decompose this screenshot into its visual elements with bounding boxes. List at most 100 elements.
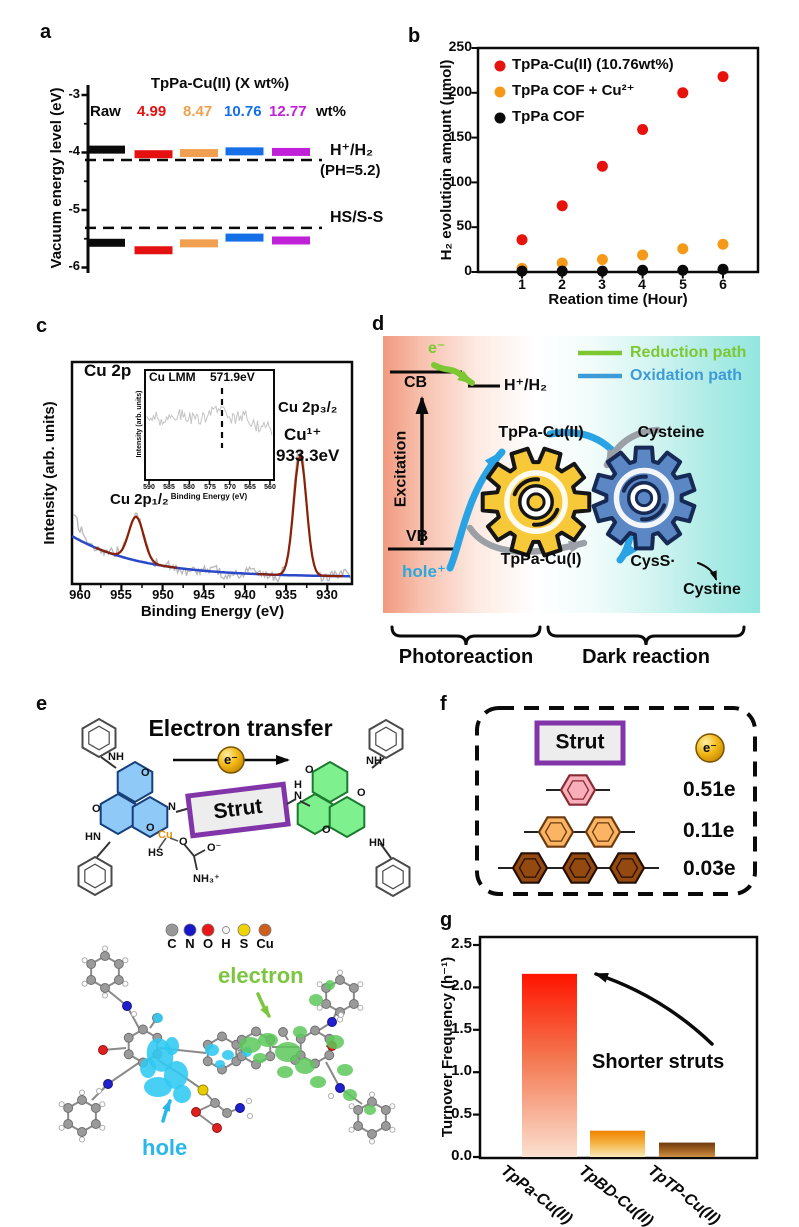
panel-b-xtick: 4	[638, 276, 646, 292]
panel-b-xtick: 1	[518, 276, 526, 292]
panel-c-xtick: 950	[152, 587, 174, 602]
panel-b-xlabel: Reation time (Hour)	[548, 291, 688, 308]
panel-a-refline-label: H⁺/H₂	[330, 142, 374, 159]
panel-c-xtick: 955	[110, 587, 132, 602]
atom-legend-symbol: N	[185, 936, 195, 951]
panel-b-letter: b	[408, 25, 421, 47]
panel-d-excitation-label: Excitation	[392, 430, 410, 508]
panel-f-letter: f	[440, 693, 447, 715]
atom-legend-symbol: C	[167, 936, 177, 951]
panel-c-inset-ylabel: Intensity (arb. units)	[136, 390, 144, 458]
panel-a-series-label: 4.99	[137, 103, 167, 120]
hole-isosurface	[205, 1044, 219, 1056]
molecule-atom-label: O	[146, 822, 155, 834]
panel-b-ytick: 0	[464, 262, 472, 278]
panel-b-legend-label: TpPa-Cu(II) (10.76wt%)	[512, 56, 674, 73]
panel-d-letter: d	[372, 313, 385, 335]
panel-c-peak2-energy: 933.3eV	[276, 446, 340, 465]
panel-c-peak1-label: Cu 2p₁/₂	[110, 491, 169, 508]
panel-a-series-label: 12.77	[269, 103, 307, 120]
electron-isosurface	[309, 994, 323, 1006]
panel-d-hole-label: hole⁺	[402, 562, 446, 581]
panel-e-electron-ball-label: e⁻	[223, 751, 239, 767]
panel-a-letter: a	[40, 21, 52, 43]
panel-a-ytick: -3	[68, 86, 80, 101]
molecule-atom-label: NH	[366, 755, 382, 767]
panel-c-xlabel: Binding Energy (eV)	[140, 603, 285, 620]
charge-transfer-value: 0.11e	[683, 819, 735, 842]
panel-b-legend-label: TpPa COF	[512, 108, 585, 125]
panel-d-product-label: Cystine	[683, 581, 741, 598]
strut-ring	[561, 852, 599, 884]
molecule-atom-label: H	[294, 779, 302, 791]
molecule-atom-label: HN	[369, 837, 385, 849]
panel-b-xtick: 2	[558, 276, 566, 292]
electron-isosurface	[326, 1035, 344, 1049]
panel-f-electron-ball-label: e⁻	[702, 739, 718, 755]
electron-isosurface	[295, 1058, 315, 1074]
panel-d-cb-label: CB	[404, 374, 428, 391]
molecule-atom-label: O	[141, 767, 150, 779]
panel-d-h2-level-label: H⁺/H₂	[504, 377, 548, 394]
panel-b-ytick: 150	[448, 128, 472, 144]
charge-transfer-value: 0.51e	[683, 778, 736, 801]
panel-b-ytick: 250	[448, 38, 472, 54]
hole-isosurface	[153, 1013, 163, 1023]
panel-a-ytick: -5	[68, 201, 80, 216]
electron-isosurface	[364, 1105, 376, 1115]
panel-a-refline-label: HS/S-S	[330, 209, 384, 226]
panel-a-series-label: 10.76	[224, 103, 262, 120]
hole-isosurface	[165, 1037, 179, 1055]
panel-d-legend-reduction: Reduction path	[630, 344, 747, 361]
panel-d-gear-left-bottom-label: TpPa-Cu(I)	[500, 551, 582, 568]
electron-isosurface	[293, 1026, 307, 1038]
molecule-atom-label: O⁻	[207, 842, 222, 854]
panel-b-ytick: 50	[456, 217, 472, 233]
panel-c-inset-xlabel: Binding Energy (eV)	[170, 492, 248, 501]
panel-b-ytick: 100	[448, 173, 472, 189]
panel-b-xtick: 5	[679, 276, 687, 292]
panel-a-series-label: 8.47	[183, 103, 213, 120]
electron-isosurface	[310, 1076, 326, 1088]
panel-d-legend-oxidation: Oxidation path	[630, 367, 742, 384]
panel-d-electron-label: e⁻	[428, 340, 446, 357]
panel-e-title: Electron transfer	[148, 715, 333, 741]
panel-c-inset-xtick: 575	[204, 484, 216, 491]
panel-c-plot	[70, 360, 354, 591]
hole-annotation: hole	[142, 1135, 188, 1160]
panel-g-ytick: 2.0	[451, 977, 472, 994]
strut-ring	[608, 852, 646, 884]
panel-a-unit-suffix: wt%	[316, 103, 346, 120]
molecule-atom-label: N	[294, 790, 302, 802]
panel-b-xtick: 3	[598, 276, 606, 292]
molecule-atom-label: O	[357, 787, 366, 799]
strut-ring	[559, 774, 597, 806]
panel-a-title: TpPa-Cu(II) (X wt%)	[150, 75, 290, 92]
strut-ring	[537, 816, 575, 848]
molecule-atom-label: N	[168, 801, 176, 813]
panel-d-brace-right-label: Dark reaction	[582, 646, 710, 668]
panel-c-peak2-label: Cu 2p₃/₂	[278, 399, 338, 416]
panel-c-xtick: 940	[234, 587, 256, 602]
panel-g-ytick: 0.0	[451, 1147, 472, 1164]
panel-b-xtick: 6	[719, 276, 727, 292]
hole-isosurface	[173, 1085, 191, 1103]
panel-a-refline-sublabel: (PH=5.2)	[320, 162, 381, 179]
panel-a-series-label: Raw	[90, 103, 121, 120]
electron-isosurface	[343, 1089, 357, 1101]
molecule-atom-label: Cu	[158, 829, 173, 841]
electron-isosurface	[253, 1053, 267, 1063]
panel-c-inset-xtick: 570	[224, 484, 236, 491]
panel-c-inset-xtick: 565	[244, 484, 256, 491]
panel-a-plot	[81, 85, 322, 273]
panel-c-xtick: 960	[69, 587, 91, 602]
panel-d-scheme	[383, 336, 760, 646]
panel-c-ylabel: Intensity (arb. units)	[40, 401, 58, 545]
atom-legend-symbol: H	[221, 936, 231, 951]
hole-isosurface	[215, 1060, 225, 1068]
panel-c-inset-xtick: 590	[143, 484, 155, 491]
panel-g-ytick: 1.0	[451, 1062, 472, 1079]
